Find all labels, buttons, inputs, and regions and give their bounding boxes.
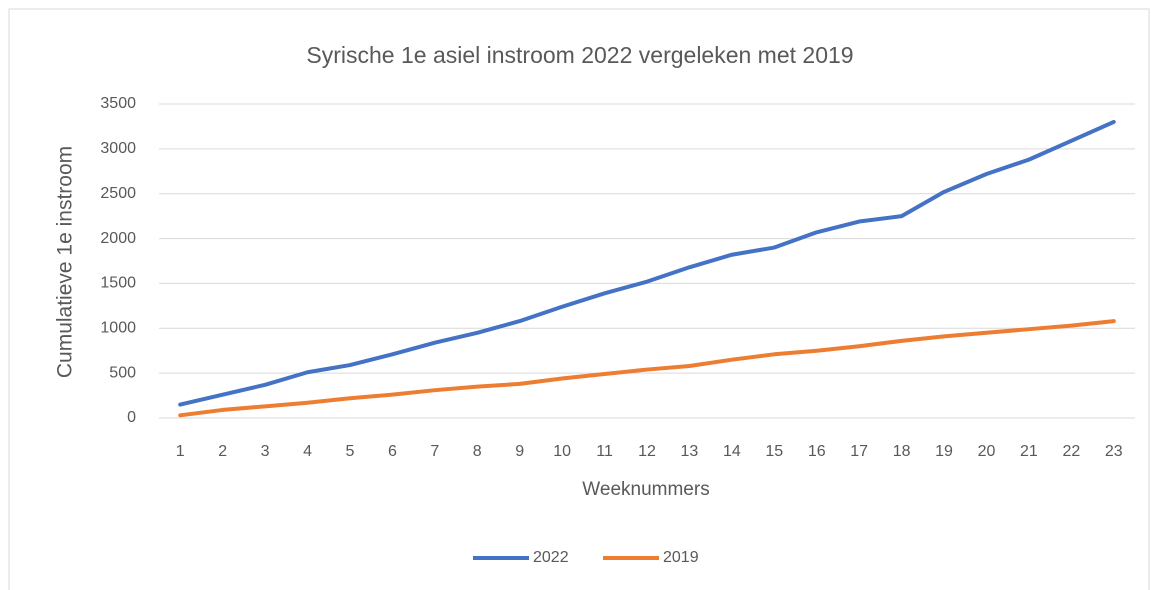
x-tick-label: 18 [893,443,911,460]
y-tick-label: 2000 [100,230,136,247]
y-tick-label: 1000 [100,320,136,337]
x-tick-label: 3 [261,443,270,460]
chart-title: Syrische 1e asiel instroom 2022 vergelek… [306,42,853,68]
legend-label: 2022 [533,549,569,566]
y-tick-label: 3500 [100,95,136,112]
x-tick-label: 8 [473,443,482,460]
x-tick-label: 1 [176,443,185,460]
x-tick-label: 13 [681,443,699,460]
x-tick-label: 9 [515,443,524,460]
x-tick-label: 5 [346,443,355,460]
x-tick-label: 10 [553,443,571,460]
y-tick-label: 3000 [100,140,136,157]
y-tick-label: 500 [109,364,136,381]
x-tick-label: 19 [935,443,953,460]
x-tick-label: 4 [303,443,312,460]
line-series [178,119,1116,407]
x-tick-label: 15 [765,443,783,460]
x-tick-label: 17 [850,443,868,460]
x-tick-label: 21 [1020,443,1038,460]
x-tick-label: 7 [430,443,439,460]
x-axis-label: Weeknummers [582,479,709,500]
legend-label: 2019 [663,549,699,566]
x-tick-label: 22 [1062,443,1080,460]
y-tick-label: 2500 [100,185,136,202]
y-axis-label: Cumulatieve 1e instroom [54,146,77,378]
x-tick-label: 11 [596,443,613,460]
x-tick-label: 16 [808,443,826,460]
x-tick-label: 6 [388,443,397,460]
x-tick-label: 2 [218,443,227,460]
x-tick-label: 12 [638,443,656,460]
x-tick-label: 14 [723,443,741,460]
x-tick-label: 23 [1105,443,1123,460]
x-tick-label: 20 [978,443,996,460]
y-tick-label: 1500 [100,275,136,292]
y-tick-label: 0 [127,409,136,426]
line-series [178,319,1116,418]
